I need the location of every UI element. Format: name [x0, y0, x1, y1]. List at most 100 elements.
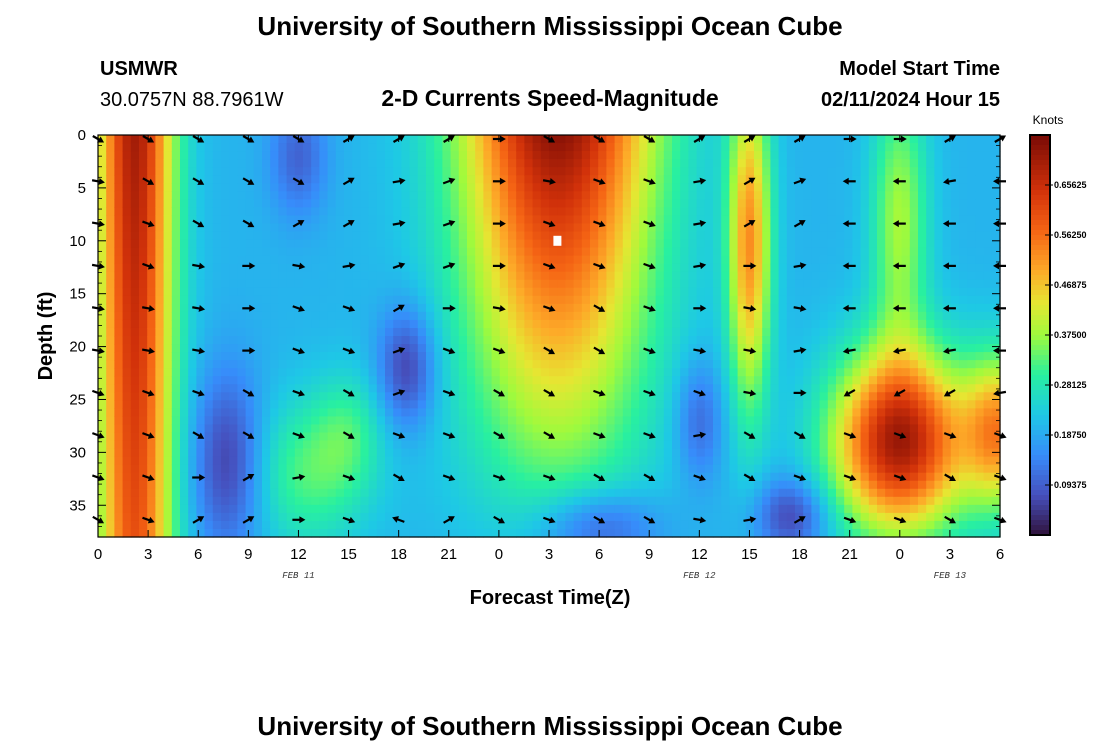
- heatmap-cell: [672, 432, 681, 442]
- heatmap-cell: [188, 135, 197, 144]
- heatmap-cell: [204, 255, 214, 265]
- heatmap-cell: [319, 424, 329, 434]
- heatmap-cell: [278, 352, 288, 361]
- heatmap-cell: [286, 488, 296, 498]
- heatmap-cell: [827, 135, 837, 144]
- heatmap-cell: [745, 408, 755, 417]
- heatmap-cell: [171, 456, 181, 466]
- heatmap-cell: [253, 191, 263, 200]
- heatmap-cell: [680, 159, 689, 168]
- heatmap-cell: [475, 231, 484, 241]
- heatmap-cell: [139, 215, 148, 225]
- heatmap-cell: [188, 223, 197, 233]
- heatmap-cell: [409, 440, 419, 450]
- heatmap-cell: [795, 392, 804, 401]
- heatmap-cell: [147, 167, 156, 176]
- heatmap-cell: [98, 440, 107, 450]
- heatmap-cell: [253, 263, 263, 273]
- heatmap-cell: [385, 352, 394, 361]
- heatmap-cell: [573, 456, 583, 466]
- heatmap-cell: [786, 215, 796, 225]
- heatmap-cell: [803, 255, 812, 265]
- heatmap-cell: [737, 344, 747, 353]
- heatmap-cell: [606, 183, 616, 192]
- heatmap-cell: [909, 231, 919, 241]
- heatmap-cell: [819, 143, 829, 152]
- heatmap-cell: [754, 392, 763, 401]
- heatmap-cell: [467, 344, 476, 353]
- heatmap-cell: [122, 512, 132, 522]
- heatmap-cell: [647, 424, 657, 434]
- heatmap-cell: [688, 472, 698, 482]
- heatmap-cell: [721, 424, 730, 434]
- heatmap-cell: [311, 279, 320, 289]
- heatmap-cell: [737, 448, 747, 458]
- heatmap-cell: [573, 512, 583, 522]
- heatmap-cell: [155, 199, 165, 208]
- heatmap-cell: [573, 520, 583, 530]
- heatmap-cell: [598, 143, 607, 152]
- heatmap-cell: [311, 376, 320, 385]
- heatmap-cell: [130, 512, 140, 522]
- heatmap-cell: [426, 408, 435, 417]
- heatmap-cell: [901, 520, 911, 530]
- heatmap-cell: [762, 151, 771, 160]
- heatmap-cell: [655, 207, 665, 216]
- heatmap-cell: [385, 400, 394, 409]
- heatmap-cell: [147, 360, 156, 369]
- heatmap-cell: [106, 336, 115, 345]
- heatmap-cell: [803, 175, 812, 184]
- heatmap-cell: [844, 143, 853, 152]
- heatmap-cell: [409, 376, 419, 385]
- heatmap-cell: [557, 175, 566, 184]
- heatmap-cell: [409, 183, 419, 192]
- heatmap-cell: [836, 151, 845, 160]
- heatmap-cell: [499, 191, 509, 200]
- heatmap-cell: [606, 159, 616, 168]
- heatmap-cell: [303, 151, 312, 160]
- heatmap-cell: [458, 472, 468, 482]
- heatmap-cell: [655, 376, 665, 385]
- heatmap-cell: [655, 512, 665, 522]
- heatmap-cell: [360, 135, 370, 144]
- heatmap-cell: [688, 231, 698, 241]
- heatmap-cell: [237, 231, 247, 241]
- heatmap-cell: [647, 520, 657, 530]
- heatmap-cell: [704, 440, 714, 450]
- heatmap-cell: [434, 424, 443, 434]
- heatmap-cell: [450, 159, 460, 168]
- heatmap-cell: [737, 223, 747, 233]
- heatmap-cell: [844, 416, 853, 426]
- heatmap-cell: [335, 368, 345, 377]
- heatmap-cell: [171, 368, 181, 377]
- heatmap-cell: [130, 456, 140, 466]
- heatmap-cell: [516, 287, 525, 297]
- heatmap-cell: [836, 368, 845, 377]
- heatmap-cell: [852, 247, 862, 257]
- heatmap-cell: [360, 231, 370, 241]
- heatmap-cell: [188, 368, 197, 377]
- heatmap-cell: [729, 368, 739, 377]
- heatmap-cell: [680, 488, 689, 498]
- heatmap-cell: [294, 360, 304, 369]
- heatmap-cell: [450, 231, 460, 241]
- heatmap-cell: [557, 496, 566, 506]
- heatmap-cell: [721, 207, 730, 216]
- heatmap-cell: [819, 151, 829, 160]
- heatmap-cell: [147, 143, 156, 152]
- heatmap-cell: [98, 223, 107, 233]
- heatmap-cell: [122, 143, 132, 152]
- heatmap-cell: [844, 392, 853, 401]
- heatmap-cell: [311, 255, 320, 265]
- heatmap-cell: [499, 287, 509, 297]
- heatmap-cell: [221, 199, 230, 208]
- heatmap-cell: [442, 311, 452, 321]
- heatmap-cell: [516, 295, 525, 305]
- heatmap-cell: [803, 352, 812, 361]
- heatmap-cell: [114, 416, 124, 426]
- heatmap-cell: [180, 295, 189, 305]
- heatmap-cell: [155, 151, 165, 160]
- heatmap-cell: [868, 255, 878, 265]
- heatmap-cell: [221, 295, 230, 305]
- heatmap-cell: [212, 303, 222, 313]
